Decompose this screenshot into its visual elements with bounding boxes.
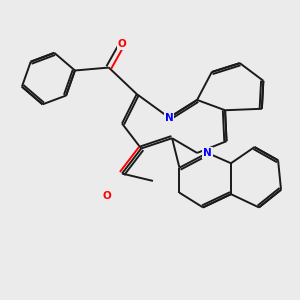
Text: O: O (118, 39, 126, 49)
Text: N: N (165, 112, 173, 123)
Text: O: O (103, 190, 112, 201)
Text: N: N (203, 148, 212, 158)
Text: O: O (118, 39, 126, 49)
Text: O: O (103, 190, 112, 201)
